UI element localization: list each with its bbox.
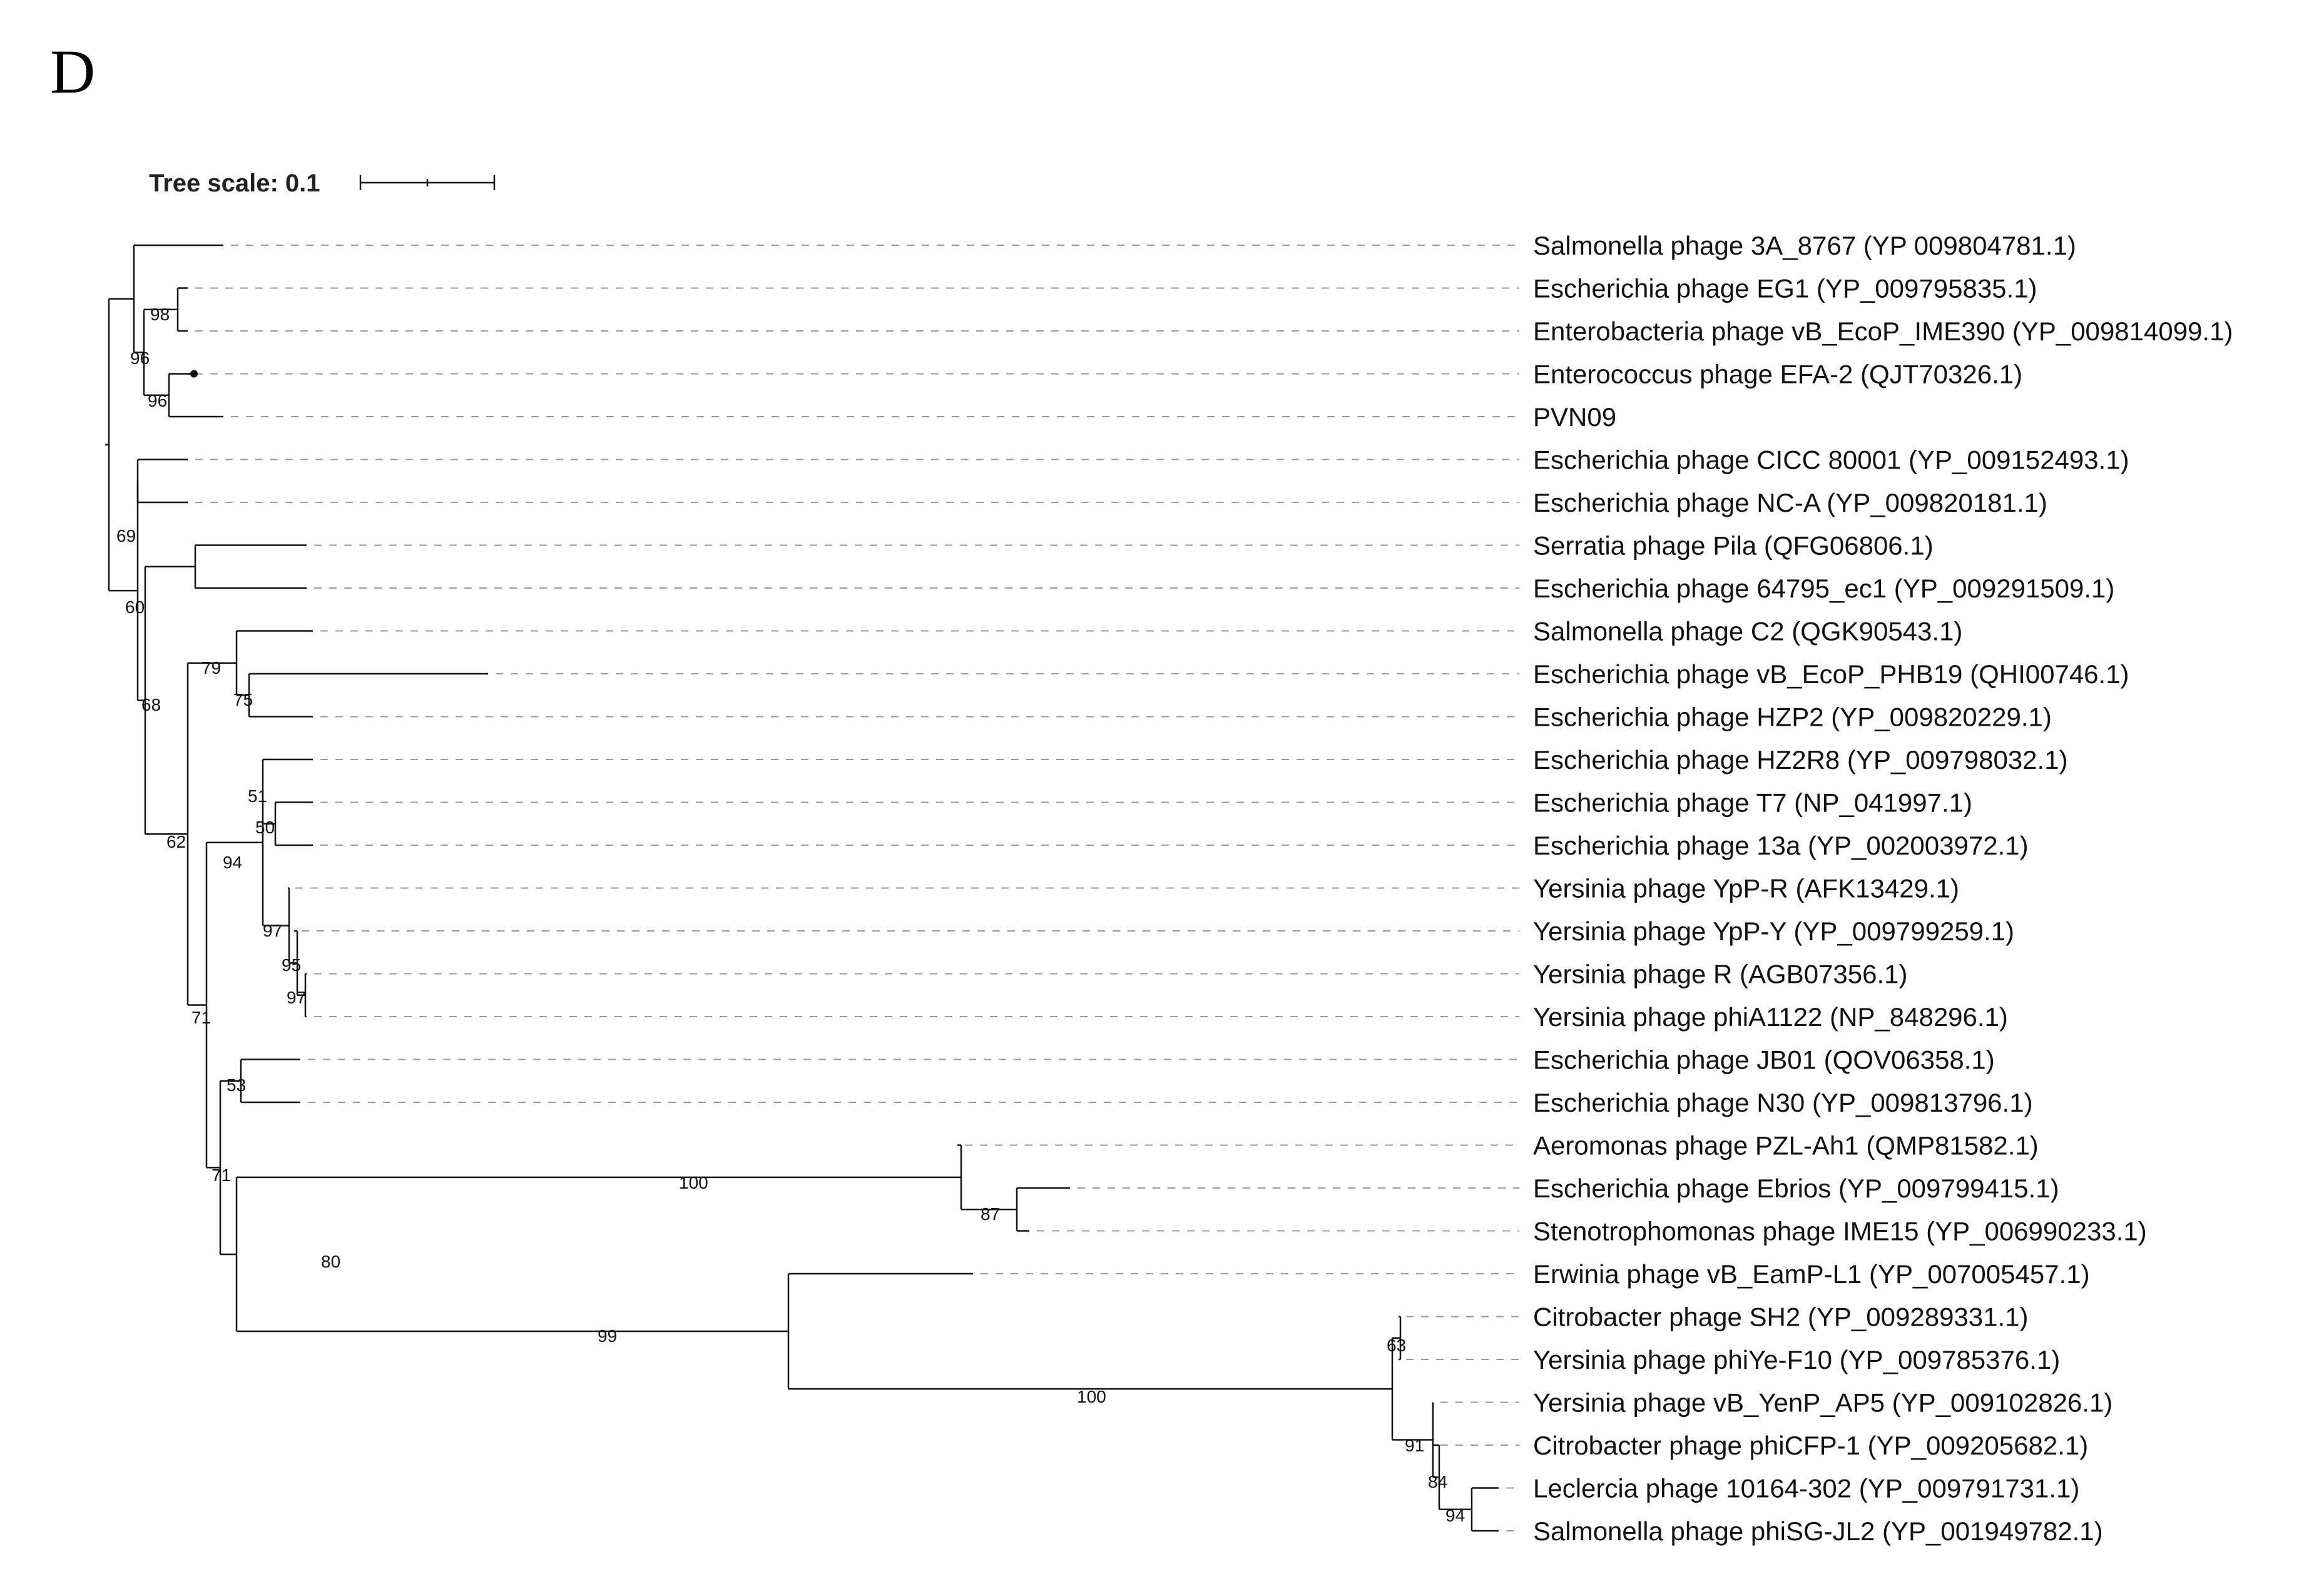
bootstrap-value: 75: [233, 690, 253, 709]
bootstrap-value: 96: [130, 348, 150, 368]
leaf-label: Salmonella phage 3A_8767 (YP 009804781.1…: [1533, 231, 2076, 260]
leaf-label: Yersinia phage phiYe-F10 (YP_009785376.1…: [1533, 1345, 2060, 1374]
leaf-label: Escherichia phage vB_EcoP_PHB19 (QHI0074…: [1533, 659, 2129, 689]
bootstrap-value: 71: [191, 1008, 211, 1027]
leaf-label: Escherichia phage N30 (YP_009813796.1): [1533, 1088, 2033, 1117]
bootstrap-value: 99: [598, 1326, 617, 1346]
leaf-label: Escherichia phage 64795_ec1 (YP_00929150…: [1533, 574, 2114, 603]
leaf-label: Escherichia phage Ebrios (YP_009799415.1…: [1533, 1174, 2059, 1203]
leaf-label: Escherichia phage 13a (YP_002003972.1): [1533, 831, 2029, 860]
panel-label: D: [50, 37, 95, 106]
leaf-label: Enterococcus phage EFA-2 (QJT70326.1): [1533, 360, 2022, 389]
leaf-label: Yersinia phage phiA1122 (NP_848296.1): [1533, 1002, 2008, 1032]
bootstrap-value: 91: [1405, 1436, 1424, 1455]
tree-branches: [105, 244, 1499, 1532]
bootstrap-value: 94: [223, 853, 242, 872]
leaf-label: Escherichia phage HZP2 (YP_009820229.1): [1533, 703, 2052, 732]
bootstrap-value: 96: [148, 391, 167, 410]
leaf-label: Yersinia phage YpP-Y (YP_009799259.1): [1533, 917, 2014, 946]
scale-bar: Tree scale: 0.1: [149, 170, 496, 197]
bootstrap-value: 68: [141, 695, 161, 714]
bootstrap-value: 97: [263, 921, 282, 940]
leaf-label: Yersinia phage R (AGB07356.1): [1533, 960, 1908, 989]
leaf-label: Escherichia phage T7 (NP_041997.1): [1533, 788, 1972, 818]
leaf-label: Enterobacteria phage vB_EcoP_IME390 (YP_…: [1533, 317, 2233, 346]
bootstrap-value: 51: [248, 786, 267, 806]
bootstrap-value: 69: [116, 526, 136, 546]
leaf-label: Yersinia phage YpP-R (AFK13429.1): [1533, 874, 1959, 903]
bootstrap-value: 95: [282, 955, 301, 975]
leaf-label: Leclercia phage 10164-302 (YP_009791731.…: [1533, 1474, 2079, 1503]
leaf-label: Escherichia phage JB01 (QOV06358.1): [1533, 1045, 1995, 1075]
bootstrap-value: 100: [679, 1173, 708, 1192]
bootstrap-value: 60: [125, 597, 145, 617]
leaf-label: PVN09: [1533, 402, 1616, 432]
leaf-label: Citrobacter phage SH2 (YP_009289331.1): [1533, 1302, 2029, 1332]
leaf-labels: Salmonella phage 3A_8767 (YP 009804781.1…: [1533, 231, 2233, 1546]
bootstrap-value: 79: [201, 658, 221, 678]
bootstrap-value: 87: [981, 1204, 1000, 1224]
bootstrap-value: 53: [227, 1075, 246, 1095]
bootstrap-value: 98: [150, 305, 170, 324]
leaf-label: Escherichia phage EG1 (YP_009795835.1): [1533, 274, 2037, 303]
bootstrap-value: 100: [1077, 1387, 1106, 1406]
leaf-label: Stenotrophomonas phage IME15 (YP_0069902…: [1533, 1217, 2147, 1246]
bootstrap-value: 97: [287, 988, 306, 1007]
leaf-label: Aeromonas phage PZL-Ah1 (QMP81582.1): [1533, 1131, 2039, 1160]
leaf-label: Salmonella phage phiSG-JL2 (YP_001949782…: [1533, 1516, 2103, 1546]
bootstrap-value: 94: [1445, 1506, 1465, 1525]
leaf-label: Erwinia phage vB_EamP-L1 (YP_007005457.1…: [1533, 1259, 2090, 1289]
bootstrap-value: 80: [321, 1252, 340, 1271]
leaf-label: Escherichia phage HZ2R8 (YP_009798032.1): [1533, 745, 2068, 774]
bootstrap-value: 62: [166, 832, 186, 851]
bootstrap-value: 84: [1428, 1472, 1447, 1491]
bootstrap-value: 50: [255, 818, 275, 837]
node-marker: [190, 370, 198, 378]
scale-label: Tree scale: 0.1: [149, 170, 320, 197]
leaf-label: Serratia phage Pila (QFG06806.1): [1533, 531, 1934, 561]
bootstrap-value: 63: [1387, 1336, 1406, 1355]
leaf-label: Salmonella phage C2 (QGK90543.1): [1533, 617, 1962, 646]
leaf-label: Yersinia phage vB_YenP_AP5 (YP_009102826…: [1533, 1388, 2112, 1418]
bootstrap-value: 71: [212, 1165, 231, 1185]
leaf-label: Escherichia phage NC-A (YP_009820181.1): [1533, 488, 2047, 517]
leaf-label: Escherichia phage CICC 80001 (YP_0091524…: [1533, 445, 2129, 475]
leaf-label: Citrobacter phage phiCFP-1 (YP_009205682…: [1533, 1431, 2088, 1460]
leaf-guide-lines: [195, 245, 1519, 1531]
